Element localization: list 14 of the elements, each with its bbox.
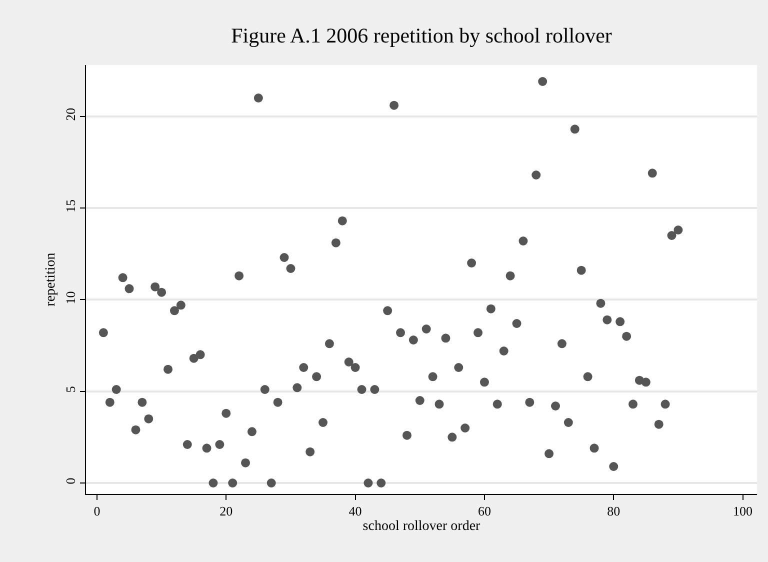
y-tick-label: 5: [62, 386, 78, 393]
y-tick-label: 15: [62, 200, 78, 213]
chart-title: Figure A.1 2006 repetition by school rollover: [231, 23, 612, 48]
y-tick-label: 10: [62, 291, 78, 304]
x-axis-title: school rollover order: [362, 518, 481, 534]
y-tick-label: 0: [62, 478, 78, 484]
y-tick-label: 20: [62, 108, 78, 121]
x-tick-label: 80: [607, 504, 620, 519]
x-tick-label: 20: [220, 504, 233, 519]
y-axis-title: repetition: [43, 252, 58, 306]
x-tick-label: 0: [94, 504, 100, 519]
x-tick-label: 40: [348, 504, 362, 519]
x-tick-label: 60: [478, 504, 491, 519]
x-tick-label: 100: [733, 504, 753, 519]
